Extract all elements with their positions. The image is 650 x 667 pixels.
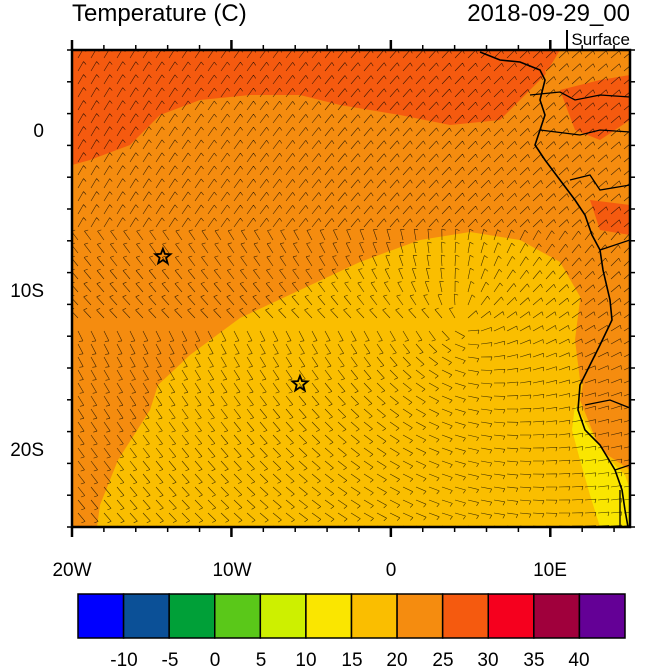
y-tick-label: 20S xyxy=(10,440,44,461)
colorbar-swatch xyxy=(533,593,581,639)
colorbar-swatch xyxy=(214,593,262,639)
datetime-label: 2018-09-29_00 xyxy=(467,0,630,27)
colorbar-swatch xyxy=(122,593,170,639)
wind-barb-lines xyxy=(72,50,630,527)
map-frame xyxy=(70,48,632,529)
colorbar-swatch xyxy=(487,593,535,639)
map-title: Temperature (C) xyxy=(72,0,247,27)
x-tick-label: 20W xyxy=(52,560,91,581)
colorbar-label: -5 xyxy=(162,650,179,667)
star-marker-2-icon xyxy=(290,373,310,393)
level-label: Surface xyxy=(566,30,630,50)
coastline xyxy=(479,51,629,527)
land-hot-patches xyxy=(560,75,630,235)
y-tick-label: 0 xyxy=(33,121,44,142)
wind-barbs xyxy=(72,50,630,527)
colorbar-swatch xyxy=(305,593,353,639)
colorbar-label: 5 xyxy=(256,650,267,667)
colorbar-label: 15 xyxy=(341,650,362,667)
colorbar-label: 30 xyxy=(477,650,498,667)
land-region xyxy=(540,60,630,410)
colorbar-label: 40 xyxy=(568,650,589,667)
temperature-field xyxy=(72,50,630,527)
colorbar-label: 25 xyxy=(432,650,453,667)
colorbar-swatch xyxy=(441,593,489,639)
colorbar-swatch xyxy=(259,593,307,639)
star-marker-1-icon xyxy=(152,246,173,266)
colorbar-swatch xyxy=(578,593,626,639)
country-borders xyxy=(529,91,630,527)
colorbar-label: 35 xyxy=(523,650,544,667)
colorbar xyxy=(77,593,626,639)
map-ticks xyxy=(67,40,635,537)
band-10-15 xyxy=(572,405,630,527)
colorbar-label: 0 xyxy=(210,650,221,667)
colorbar-swatch xyxy=(77,593,125,639)
colorbar-swatch xyxy=(396,593,444,639)
colorbar-label: -10 xyxy=(110,650,137,667)
x-tick-label: 10E xyxy=(533,560,567,581)
colorbar-label: 10 xyxy=(295,650,316,667)
x-tick-label: 0 xyxy=(386,560,397,581)
colorbar-swatch xyxy=(168,593,216,639)
station-markers xyxy=(152,246,310,393)
y-tick-label: 10S xyxy=(10,281,44,302)
x-tick-label: 10W xyxy=(212,560,251,581)
colorbar-label: 20 xyxy=(386,650,407,667)
colorbar-swatch xyxy=(350,593,398,639)
band-15-20 xyxy=(97,232,630,527)
